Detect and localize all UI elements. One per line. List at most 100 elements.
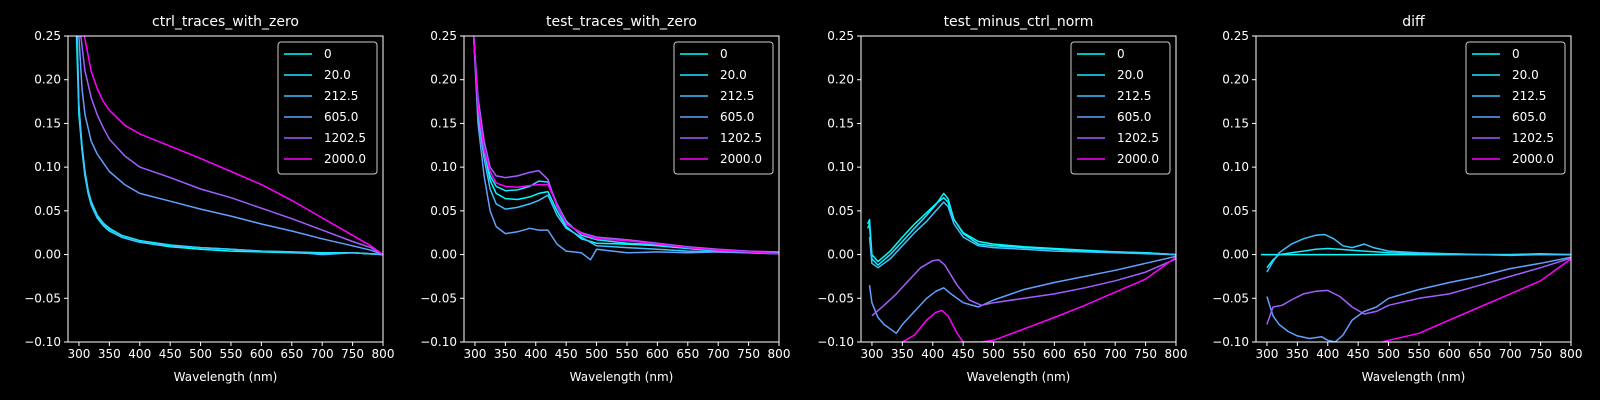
x-tick-label: 300 bbox=[463, 347, 486, 361]
x-tick-label: 450 bbox=[159, 347, 182, 361]
x-tick-label: 700 bbox=[311, 347, 334, 361]
x-axis-label: Wavelength (nm) bbox=[570, 370, 674, 384]
series-line-1202-5 bbox=[871, 258, 1176, 317]
legend-label: 20.0 bbox=[1117, 68, 1144, 82]
legend-label: 2000.0 bbox=[1117, 152, 1159, 166]
legend-label: 605.0 bbox=[720, 110, 754, 124]
chart-panel-2: 300 350 400 450 500 550 600 650 700 750 800 −0.10 −0… bbox=[420, 14, 790, 384]
y-tick-label: 0.15 bbox=[827, 116, 854, 130]
plot-frame bbox=[67, 35, 384, 343]
x-tick-label: 750 bbox=[1529, 347, 1552, 361]
series-line-1202-5 bbox=[80, 36, 383, 256]
chart-panel-1: 300 350 400 450 500 550 600 650 700 750 800 −0.10 −0… bbox=[24, 14, 394, 384]
x-axis-label: Wavelength (nm) bbox=[174, 370, 278, 384]
series-line-212-5 bbox=[868, 201, 1176, 269]
chart-panel-3: 300 350 400 450 500 550 600 650 700 750 800 −0.10 −0… bbox=[817, 14, 1187, 384]
legend-label: 0 bbox=[324, 47, 332, 61]
y-tick-label: −0.10 bbox=[817, 335, 854, 349]
x-tick-label: 550 bbox=[1013, 347, 1036, 361]
y-tick-label: 0.00 bbox=[34, 248, 61, 262]
series-line-0 bbox=[867, 196, 1176, 263]
legend-label: 20.0 bbox=[1512, 68, 1539, 82]
legend-label: 1202.5 bbox=[720, 131, 762, 145]
y-tick-label: 0.25 bbox=[827, 29, 854, 43]
x-tick-label: 350 bbox=[891, 347, 914, 361]
series-line-2000-0 bbox=[83, 36, 383, 256]
legend-label: 0 bbox=[1117, 47, 1125, 61]
x-tick-label: 450 bbox=[1347, 347, 1370, 361]
y-tick-label: 0.15 bbox=[430, 116, 457, 130]
y-tick-label: 0.05 bbox=[827, 204, 854, 218]
x-tick-label: 700 bbox=[1104, 347, 1127, 361]
x-tick-label: 450 bbox=[952, 347, 975, 361]
legend-label: 2000.0 bbox=[720, 152, 762, 166]
x-tick-label: 650 bbox=[676, 347, 699, 361]
x-tick-label: 800 bbox=[768, 347, 791, 361]
y-tick-label: 0.25 bbox=[34, 29, 61, 43]
series-line-212-5 bbox=[1266, 233, 1571, 273]
y-tick-label: 0.20 bbox=[430, 73, 457, 87]
x-tick-label: 350 bbox=[1286, 347, 1309, 361]
x-tick-label: 650 bbox=[1073, 347, 1096, 361]
x-tick-label: 300 bbox=[860, 347, 883, 361]
legend-label: 0 bbox=[1512, 47, 1520, 61]
legend-label: 20.0 bbox=[324, 68, 351, 82]
legend-label: 1202.5 bbox=[324, 131, 366, 145]
x-tick-label: 600 bbox=[1438, 347, 1461, 361]
y-tick-label: −0.05 bbox=[24, 291, 61, 305]
legend-label: 1202.5 bbox=[1117, 131, 1159, 145]
x-tick-label: 500 bbox=[1377, 347, 1400, 361]
x-tick-label: 750 bbox=[737, 347, 760, 361]
series-line-605-0 bbox=[78, 36, 383, 256]
x-tick-label: 300 bbox=[1255, 347, 1278, 361]
legend-label: 212.5 bbox=[720, 89, 754, 103]
x-tick-label: 400 bbox=[1316, 347, 1339, 361]
series-line-605-0 bbox=[1266, 256, 1571, 342]
x-tick-label: 550 bbox=[1408, 347, 1431, 361]
x-tick-label: 700 bbox=[1499, 347, 1522, 361]
x-tick-label: 550 bbox=[220, 347, 243, 361]
x-tick-label: 750 bbox=[341, 347, 364, 361]
x-tick-label: 600 bbox=[646, 347, 669, 361]
y-tick-label: 0.20 bbox=[34, 73, 61, 87]
chart-title: test_traces_with_zero bbox=[546, 14, 697, 30]
series-line-212-5 bbox=[472, 36, 779, 255]
plot-frame bbox=[463, 35, 780, 343]
series-line-1202-5 bbox=[1266, 257, 1571, 325]
series-line-605-0 bbox=[472, 36, 779, 261]
y-tick-label: 0.00 bbox=[430, 248, 457, 262]
y-tick-label: 0.20 bbox=[1222, 73, 1249, 87]
series-line-20-0 bbox=[867, 192, 1176, 266]
y-tick-label: −0.05 bbox=[817, 291, 854, 305]
x-tick-label: 800 bbox=[372, 347, 395, 361]
y-tick-label: −0.10 bbox=[420, 335, 457, 349]
y-tick-label: 0.20 bbox=[827, 73, 854, 87]
legend-label: 2000.0 bbox=[324, 152, 366, 166]
plot-frame bbox=[1255, 35, 1572, 343]
y-tick-label: 0.10 bbox=[1222, 160, 1249, 174]
legend-label: 605.0 bbox=[1512, 110, 1546, 124]
x-tick-label: 550 bbox=[616, 347, 639, 361]
x-axis-label: Wavelength (nm) bbox=[1362, 370, 1466, 384]
x-tick-label: 800 bbox=[1165, 347, 1188, 361]
legend-label: 20.0 bbox=[720, 68, 747, 82]
y-tick-label: 0.25 bbox=[430, 29, 457, 43]
y-tick-label: −0.05 bbox=[1212, 291, 1249, 305]
chart-title: ctrl_traces_with_zero bbox=[152, 14, 299, 30]
legend-label: 1202.5 bbox=[1512, 131, 1554, 145]
x-axis-label: Wavelength (nm) bbox=[967, 370, 1071, 384]
x-tick-label: 350 bbox=[494, 347, 517, 361]
y-tick-label: 0.00 bbox=[827, 248, 854, 262]
y-tick-label: 0.00 bbox=[1222, 248, 1249, 262]
legend-label: 605.0 bbox=[324, 110, 358, 124]
x-tick-label: 350 bbox=[98, 347, 121, 361]
x-tick-label: 400 bbox=[128, 347, 151, 361]
x-tick-label: 650 bbox=[280, 347, 303, 361]
y-tick-label: −0.10 bbox=[1212, 335, 1249, 349]
x-tick-label: 450 bbox=[555, 347, 578, 361]
y-tick-label: 0.15 bbox=[34, 116, 61, 130]
y-tick-label: 0.05 bbox=[430, 204, 457, 218]
series-line-2000-0 bbox=[902, 256, 1176, 342]
legend-label: 212.5 bbox=[1117, 89, 1151, 103]
